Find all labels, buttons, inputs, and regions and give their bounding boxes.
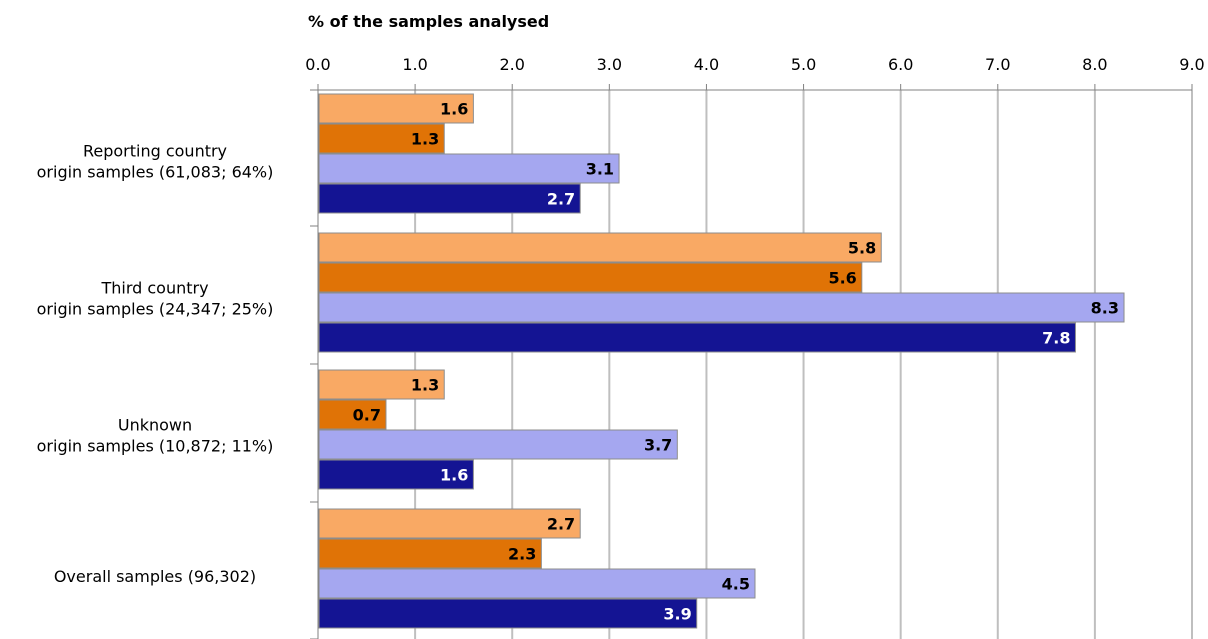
bar [318, 508, 581, 539]
data-label: 2.7 [547, 515, 575, 534]
x-tick-label: 4.0 [694, 55, 719, 74]
bar [318, 322, 1076, 353]
bar [318, 598, 698, 629]
x-tick-label: 2.0 [499, 55, 524, 74]
data-label: 3.7 [644, 436, 672, 455]
x-tick-label: 7.0 [985, 55, 1010, 74]
bar [318, 429, 678, 460]
x-tick-label: 0.0 [305, 55, 330, 74]
data-label: 3.9 [663, 605, 691, 624]
data-label: 4.5 [722, 575, 750, 594]
bar [318, 183, 581, 214]
data-label: 1.3 [411, 130, 439, 149]
x-axis-title: % of the samples analysed [308, 12, 549, 31]
data-label: 2.7 [547, 190, 575, 209]
bar [318, 568, 756, 599]
category-label: origin samples (10,872; 11%) [37, 437, 274, 456]
x-tick-label: 3.0 [597, 55, 622, 74]
x-tick-label: 6.0 [888, 55, 913, 74]
data-label: 3.1 [586, 160, 614, 179]
data-label: 1.6 [440, 100, 468, 119]
x-tick-label: 9.0 [1179, 55, 1204, 74]
category-labels: Reporting country origin samples (61,083;… [37, 142, 274, 587]
bars: 1.61.33.12.75.85.68.37.81.30.73.71.62.72… [318, 93, 1125, 629]
bar [318, 399, 387, 430]
data-label: 8.3 [1091, 299, 1119, 318]
data-label: 1.6 [440, 466, 468, 485]
data-label: 2.3 [508, 545, 536, 564]
data-label: 1.3 [411, 376, 439, 395]
x-tick-label: 8.0 [1082, 55, 1107, 74]
bar [318, 459, 474, 490]
data-label: 7.8 [1042, 329, 1070, 348]
bar [318, 292, 1125, 323]
x-tick-label: 1.0 [402, 55, 427, 74]
category-label: Unknown [118, 416, 192, 435]
bar [318, 262, 863, 293]
data-label: 5.6 [828, 269, 856, 288]
bar [318, 369, 445, 400]
data-label: 5.8 [848, 239, 876, 258]
data-label: 0.7 [353, 406, 381, 425]
x-axis-ticks: 0.0 1.0 2.0 3.0 4.0 5.0 6.0 7.0 8.0 9.0 [305, 55, 1205, 639]
bar [318, 538, 542, 569]
category-label: Third country [100, 279, 208, 298]
bar [318, 93, 474, 124]
bar [318, 153, 620, 184]
bar [318, 123, 445, 154]
category-label: origin samples (61,083; 64%) [37, 163, 274, 182]
x-tick-label: 5.0 [791, 55, 816, 74]
bar [318, 232, 882, 263]
category-label: origin samples (24,347; 25%) [37, 300, 274, 319]
category-label: Overall samples (96,302) [54, 567, 256, 586]
category-label: Reporting country [83, 142, 227, 161]
